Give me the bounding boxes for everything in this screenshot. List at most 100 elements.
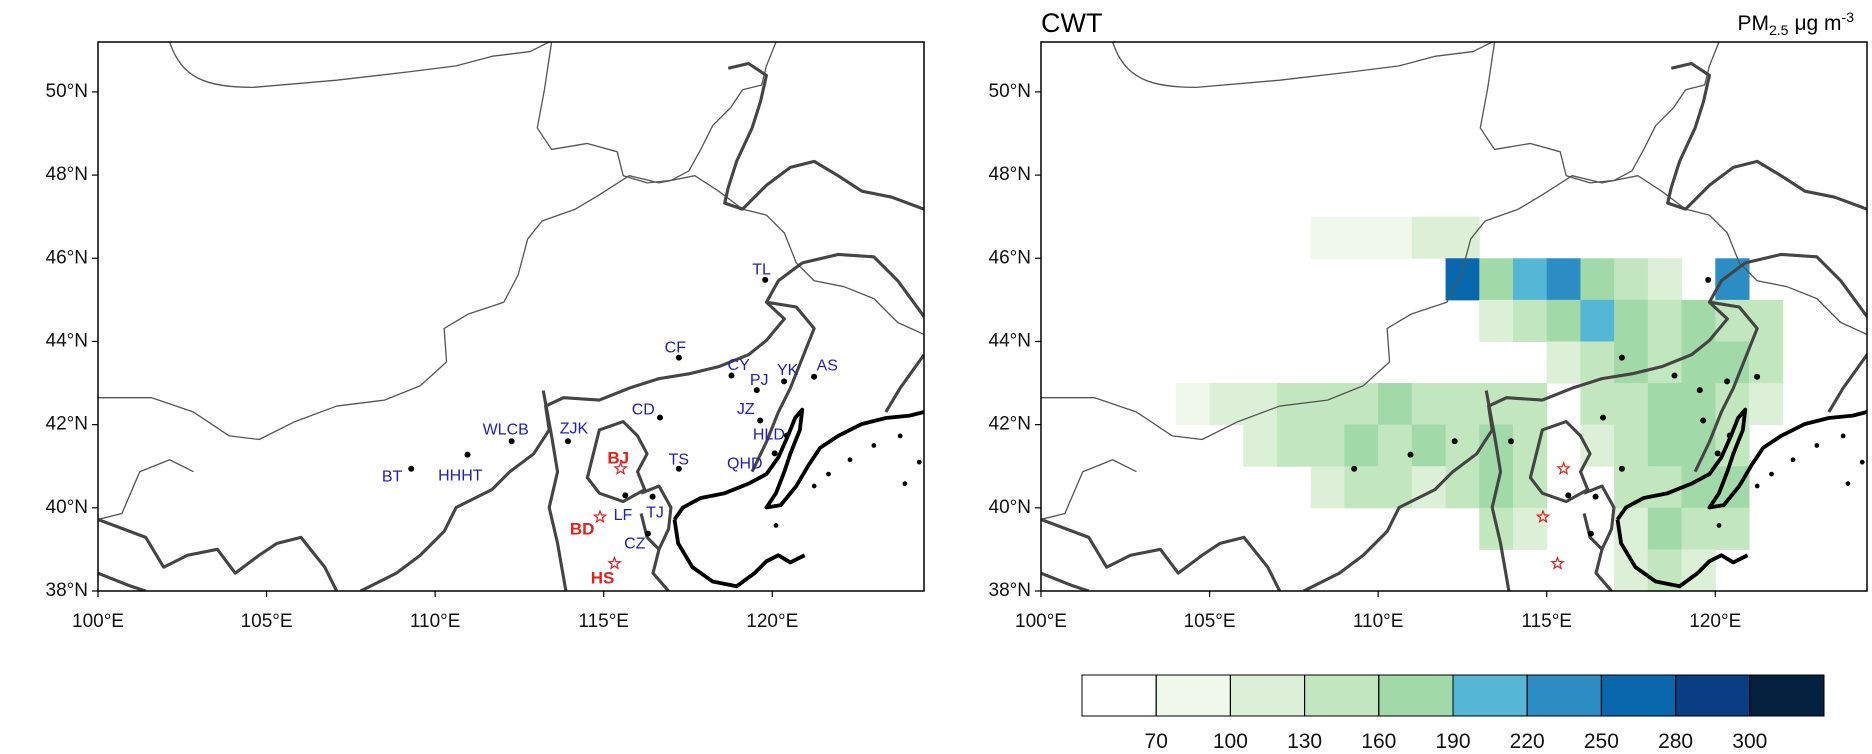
- station-label: TL: [752, 262, 771, 279]
- cwt-cell: [1310, 383, 1345, 426]
- cwt-cell: [1445, 216, 1480, 259]
- colorbar-label: 100: [1213, 730, 1248, 753]
- cwt-cell: [1647, 383, 1683, 426]
- cwt-cell: [1681, 299, 1716, 342]
- unit-label: PM2.5 μg m-3: [1737, 9, 1854, 38]
- x-tick-label: 115°E: [578, 611, 629, 632]
- x-tick-label: 100°E: [72, 611, 124, 632]
- station-dot: [622, 492, 629, 499]
- station-label: HHHT: [438, 467, 483, 484]
- cwt-cell: [1647, 466, 1683, 509]
- cwt-cell: [1614, 299, 1649, 342]
- station-dot: [657, 414, 664, 421]
- y-tick-label: 44°N: [46, 330, 88, 351]
- station-dot: [1592, 493, 1599, 500]
- cwt-cell: [1513, 299, 1548, 342]
- cwt-cell: [1614, 258, 1649, 301]
- cwt-cell: [1378, 424, 1413, 467]
- colorbar-swatch: [1229, 674, 1306, 717]
- station-dot: [728, 372, 735, 379]
- map-frame: [1040, 41, 1868, 592]
- station-star: [613, 460, 628, 476]
- station-star: [1535, 509, 1551, 524]
- y-tick-label: 46°N: [46, 247, 88, 268]
- cwt-cell: [1546, 341, 1581, 384]
- station-dot: [1407, 451, 1414, 458]
- cwt-cell: [1513, 383, 1548, 426]
- x-tick-label: 110°E: [410, 611, 461, 632]
- cwt-cell: [1344, 216, 1379, 259]
- cwt-cell: [1647, 258, 1683, 301]
- colorbar-label: 250: [1584, 730, 1619, 753]
- y-tick-label: 38°N: [46, 580, 88, 601]
- station-label: TJ: [646, 505, 664, 522]
- colorbar-swatch: [1526, 674, 1602, 717]
- station-dot: [1714, 450, 1721, 457]
- station-dot: [781, 378, 788, 385]
- x-tick-label: 115°E: [1521, 611, 1572, 632]
- y-tick-label: 40°N: [46, 497, 88, 518]
- station-dot: [757, 417, 764, 424]
- station-label: PJ: [750, 372, 769, 389]
- colorbar-swatch: [1081, 674, 1157, 717]
- station-label: BJ: [607, 449, 629, 468]
- cwt-cell: [1614, 466, 1649, 509]
- cwt-cell: [1175, 383, 1211, 426]
- station-dot: [564, 438, 571, 445]
- colorbar-swatch: [1600, 674, 1677, 717]
- y-tick-label: 48°N: [989, 164, 1031, 185]
- cwt-cell: [1411, 216, 1447, 259]
- cwt-cell: [1614, 424, 1649, 467]
- station-dot: [675, 354, 682, 361]
- colorbar-label: 70: [1145, 730, 1168, 753]
- station-dot: [1700, 417, 1707, 424]
- cwt-cell: [1647, 424, 1683, 467]
- colorbar-label: 280: [1658, 730, 1693, 753]
- x-tick-label: 110°E: [1353, 611, 1404, 632]
- cwt-cell: [1479, 299, 1514, 342]
- cwt-cell: [1715, 507, 1750, 550]
- colorbar-swatch: [1749, 674, 1825, 717]
- station-dot: [1671, 372, 1678, 379]
- y-tick-label: 42°N: [989, 414, 1031, 435]
- colorbar-swatch: [1304, 674, 1380, 717]
- station-dot: [1565, 492, 1572, 499]
- cwt-cell: [1411, 466, 1447, 509]
- station-label: QHD: [727, 455, 763, 472]
- colorbar-swatch: [1675, 674, 1751, 717]
- x-tick-label: 105°E: [1184, 611, 1236, 632]
- cwt-cell: [1580, 299, 1615, 342]
- y-tick-label: 46°N: [989, 247, 1031, 268]
- cwt-cell: [1580, 258, 1615, 301]
- station-dot: [649, 493, 656, 500]
- station-label: YK: [777, 362, 799, 379]
- cwt-cell: [1681, 424, 1716, 467]
- cwt-cell: [1344, 424, 1379, 467]
- station-dot: [1618, 354, 1625, 361]
- colorbar: 70 100 130 160 190 220 250 280 300: [1081, 674, 1825, 753]
- map-area: [98, 42, 924, 591]
- colorbar-label: 300: [1732, 730, 1767, 753]
- cwt-cell: [1614, 383, 1649, 426]
- cwt-cell: [1681, 507, 1716, 550]
- cwt-cell: [1344, 383, 1379, 426]
- y-tick-label: 48°N: [46, 164, 88, 185]
- x-tick-label: 120°E: [746, 611, 798, 632]
- boundary-layer: [98, 42, 924, 591]
- cwt-cell: [1378, 216, 1413, 259]
- cwt-cell: [1378, 466, 1413, 509]
- station-dot: [508, 438, 515, 445]
- station-star: [1550, 555, 1565, 570]
- cwt-cell: [1310, 424, 1345, 467]
- colorbar-label: 130: [1287, 730, 1322, 753]
- y-tick-label: 50°N: [46, 81, 88, 102]
- station-dot: [1754, 373, 1761, 380]
- station-dot: [811, 373, 818, 380]
- cwt-cell: [1411, 424, 1447, 467]
- cwt-cell: [1310, 466, 1345, 509]
- station-dot: [1451, 438, 1458, 445]
- y-tick-label: 38°N: [989, 580, 1031, 601]
- cwt-cell: [1580, 383, 1615, 426]
